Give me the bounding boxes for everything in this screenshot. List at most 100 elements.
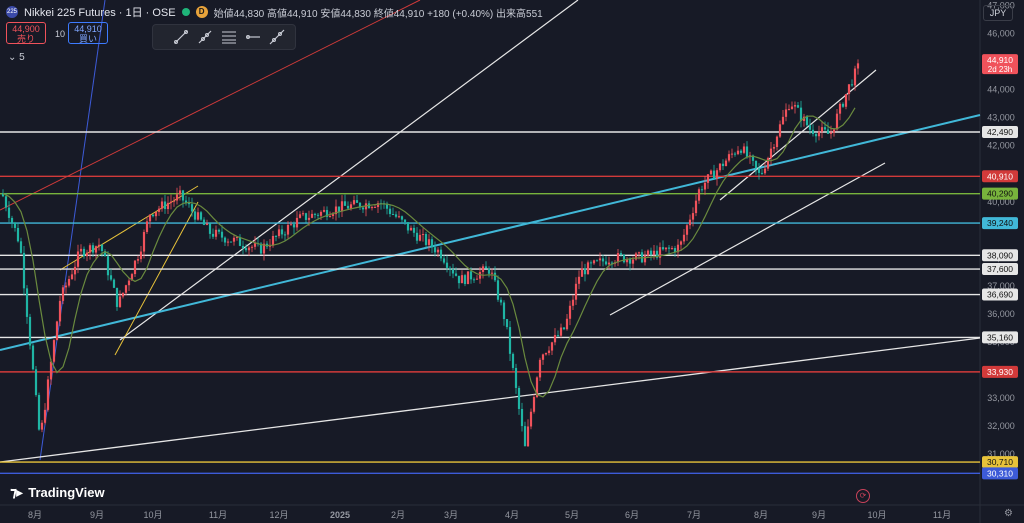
spread-value: 10	[55, 29, 66, 39]
candle-body	[418, 234, 422, 241]
candle-body	[415, 232, 419, 241]
candle-body	[520, 408, 524, 427]
candle-body	[499, 299, 503, 303]
candle-body	[4, 196, 8, 208]
candle-body	[232, 237, 236, 242]
candle-body	[394, 214, 398, 217]
fib-levels-icon[interactable]	[221, 29, 237, 45]
candle-body	[217, 229, 221, 232]
candle-body	[292, 224, 296, 228]
settings-gear-icon[interactable]: ⚙	[1004, 508, 1013, 519]
candle-body	[301, 213, 305, 215]
x-tick-label: 9月	[812, 510, 826, 520]
candle-body	[145, 221, 149, 233]
buy-button[interactable]: 44,910 買い	[68, 22, 108, 44]
price-level-tag	[982, 331, 1018, 344]
candle-body	[442, 258, 446, 263]
price-axis[interactable]	[980, 0, 1024, 523]
indicator-toggle[interactable]: ⌄ 5	[8, 52, 25, 63]
extended-line-icon[interactable]	[269, 29, 285, 45]
candle-body	[100, 244, 104, 252]
trend-line[interactable]	[114, 201, 199, 356]
candle-body	[670, 248, 674, 250]
candle-body	[826, 129, 830, 134]
candle-body	[436, 249, 440, 253]
candle-body	[28, 316, 32, 346]
candle-body	[733, 153, 737, 155]
candle-body	[586, 262, 590, 275]
candle-body	[91, 245, 95, 253]
candle-body	[7, 207, 11, 218]
candle-body	[673, 248, 677, 253]
trend-line[interactable]	[0, 0, 421, 211]
candle-body	[352, 200, 356, 205]
candle-body	[847, 84, 851, 95]
buy-label: 買い	[78, 34, 97, 44]
candle-body	[553, 335, 557, 343]
candle-body	[406, 222, 410, 231]
trend-line[interactable]	[39, 0, 106, 461]
candle-body	[595, 260, 599, 262]
candle-body	[598, 258, 602, 261]
candle-body	[16, 227, 20, 242]
candle-body	[361, 207, 365, 210]
x-tick-label: 3月	[444, 510, 458, 520]
candle-body	[88, 245, 92, 253]
candle-body	[10, 217, 14, 223]
trend-line[interactable]	[609, 162, 886, 316]
candle-body	[70, 274, 74, 279]
candle-body	[142, 232, 146, 252]
candle-body	[421, 234, 425, 236]
candle-body	[298, 214, 302, 218]
tradingview-logo[interactable]: ⁊▸ TradingView	[10, 484, 105, 501]
candle-body	[457, 275, 461, 284]
candle-body	[430, 239, 434, 248]
x-tick-label: 12月	[269, 510, 288, 520]
candle-body	[664, 247, 668, 250]
candle-body	[793, 105, 797, 107]
candle-body	[316, 214, 320, 216]
moving-average-line[interactable]	[2, 107, 856, 398]
candle-body	[649, 250, 653, 255]
y-tick-label: 36,000	[987, 309, 1015, 319]
candle-body	[751, 155, 755, 161]
candle-body	[676, 244, 680, 253]
delayed-data-badge[interactable]: D	[195, 6, 208, 18]
y-tick-label: 44,000	[987, 85, 1015, 95]
candle-body	[223, 237, 227, 243]
sell-button[interactable]: 44,900 売り	[6, 22, 46, 44]
candle-body	[571, 299, 575, 306]
candle-body	[13, 222, 17, 228]
trend-line-icon[interactable]	[173, 29, 189, 45]
horizontal-ray-icon[interactable]	[245, 29, 261, 45]
ray-line-icon[interactable]	[197, 29, 213, 45]
candle-body	[280, 229, 284, 235]
candle-body	[202, 219, 206, 225]
y-tick-label: 37,000	[987, 281, 1015, 291]
trend-line[interactable]	[0, 114, 981, 351]
candle-body	[1, 193, 5, 197]
candle-body	[157, 208, 161, 212]
candle-body	[631, 259, 635, 264]
candle-body	[22, 252, 26, 289]
candle-body	[730, 153, 734, 155]
candle-body	[25, 288, 29, 317]
symbol-logo-icon[interactable]: 225	[6, 6, 18, 18]
candle-body	[169, 201, 173, 203]
y-tick-label: 43,000	[987, 113, 1015, 123]
candle-body	[277, 229, 281, 237]
candle-body	[118, 296, 122, 307]
candle-body	[427, 239, 431, 245]
trend-line[interactable]	[119, 0, 579, 341]
reload-icon[interactable]: ⟳	[856, 489, 870, 503]
candle-body	[358, 202, 362, 208]
candle-body	[337, 206, 341, 212]
trend-line[interactable]	[0, 337, 981, 463]
symbol-title[interactable]: Nikkei 225 Futures · 1日 · OSE	[24, 7, 176, 19]
candle-body	[355, 200, 359, 203]
y-tick-label: 33,000	[987, 393, 1015, 403]
candle-body	[241, 245, 245, 249]
currency-selector[interactable]: JPY	[983, 5, 1013, 21]
candle-body	[454, 273, 458, 276]
